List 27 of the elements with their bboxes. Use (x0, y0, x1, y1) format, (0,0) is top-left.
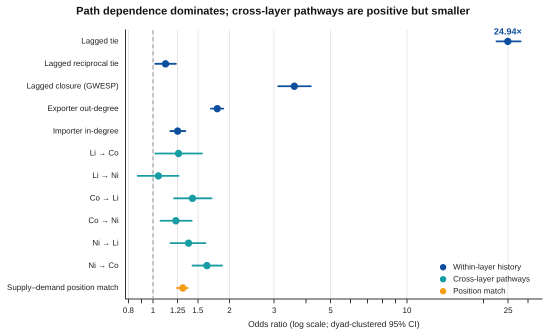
y-tick-label: Lagged closure (GWESP) (26, 81, 119, 90)
x-tick-label: 2 (227, 306, 232, 316)
y-tick-label: Lagged reciprocal tie (44, 59, 120, 68)
legend-label: Within-layer history (453, 262, 522, 272)
x-tick-label: 1.5 (192, 306, 204, 316)
x-tick-label: 5 (328, 306, 334, 316)
y-tick-label: Co → Li (90, 194, 119, 203)
chart-title: Path dependence dominates; cross-layer pathways are positive but smaller (76, 6, 471, 18)
x-axis-title: Odds ratio (log scale; dyad-clustered 95% CI) (248, 319, 420, 330)
legend-label: Position match (453, 286, 506, 296)
x-tick-label: 3 (272, 306, 277, 316)
x-tick-label: 1 (150, 306, 156, 316)
y-tick-label: Ni → Co (88, 260, 120, 270)
y-tick-label: Lagged tie (81, 36, 120, 46)
y-tick-label: Supply–demand position match (7, 283, 119, 292)
legend-label: Cross-layer pathways (453, 274, 530, 284)
x-tick-label: 1.25 (170, 306, 186, 316)
y-tick-label: Li → Co (90, 148, 120, 158)
y-tick-label: Exporter out-degree (47, 104, 120, 113)
data-label: 24.94× (494, 26, 522, 36)
x-tick-label: 0.8 (122, 306, 135, 316)
y-tick-label: Co → Ni (88, 216, 119, 225)
x-tick-label: 10 (402, 306, 412, 316)
x-tick-label: 25 (504, 306, 514, 316)
y-tick-label: Ni → Li (92, 238, 119, 248)
y-tick-label: Importer in-degree (52, 126, 120, 136)
y-tick-label: Li → Ni (92, 171, 119, 180)
